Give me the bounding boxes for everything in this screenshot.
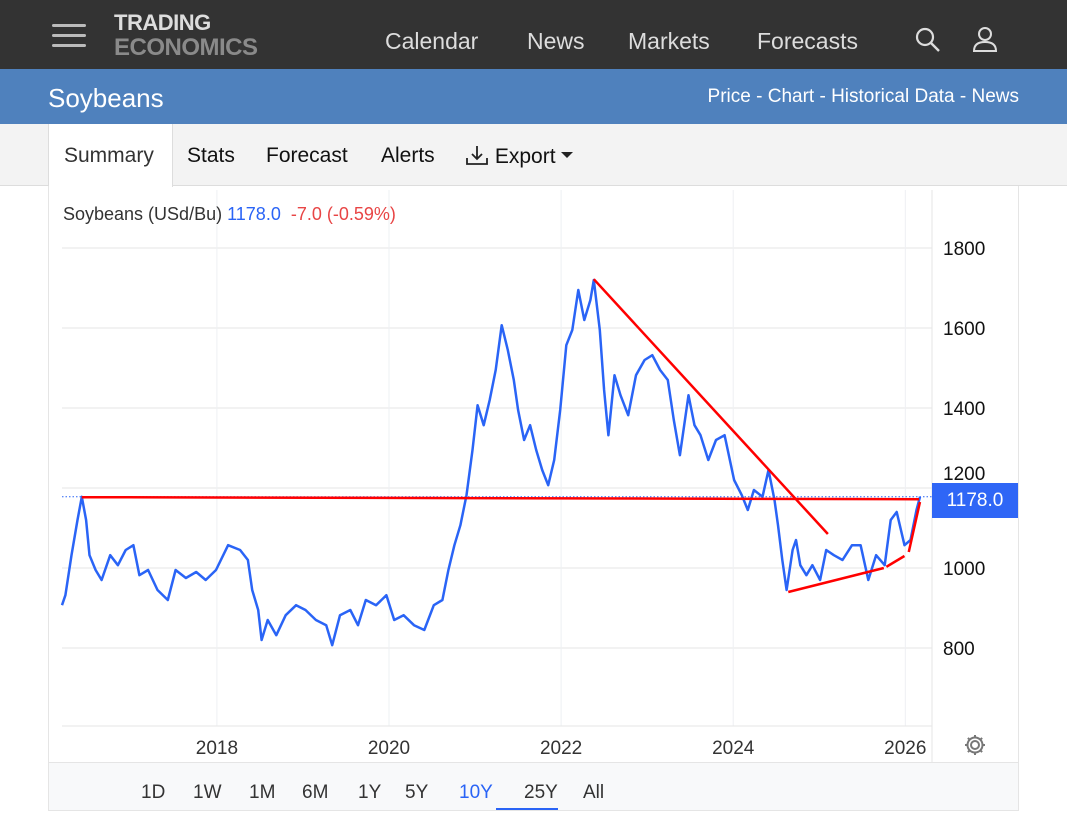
trendline — [81, 495, 920, 501]
header-sublinks[interactable]: Price - Chart - Historical Data - News — [707, 86, 1019, 107]
chart-container — [48, 186, 1019, 811]
menu-icon[interactable] — [52, 24, 86, 48]
nav-calendar[interactable]: Calendar — [385, 28, 479, 54]
range-6m[interactable]: 6M — [302, 782, 329, 803]
y-tick-label: 800 — [943, 639, 975, 660]
x-tick-label: 2022 — [540, 738, 582, 759]
trendline — [885, 554, 906, 568]
y-tick-label: 1400 — [943, 399, 985, 420]
page-title: Soybeans — [48, 83, 164, 113]
logo-line1: TRADING — [114, 10, 211, 35]
price-series-line — [60, 278, 922, 647]
trendline — [907, 501, 922, 553]
range-selector: 1D 1W 1M 6M 1Y 5Y 10Y 25Y All — [49, 762, 1018, 810]
nav-news[interactable]: News — [527, 28, 585, 54]
range-5y[interactable]: 5Y — [405, 782, 429, 803]
range-1d[interactable]: 1D — [141, 782, 166, 803]
legend-name: Soybeans (USd/Bu) — [63, 204, 223, 224]
logo[interactable]: TRADING ECONOMICS — [114, 11, 258, 61]
range-1w[interactable]: 1W — [193, 782, 222, 803]
range-25y[interactable]: 25Y — [524, 782, 558, 803]
nav-forecasts[interactable]: Forecasts — [757, 28, 858, 54]
search-icon[interactable] — [915, 27, 941, 53]
top-navigation: TRADING ECONOMICS Calendar News Markets F… — [0, 0, 1067, 69]
tab-alerts[interactable]: Alerts — [381, 144, 435, 167]
range-all[interactable]: All — [583, 782, 605, 803]
tab-summary-label: Summary — [64, 144, 154, 167]
chart-legend: Soybeans (USd/Bu) 1178.0 -7.0 (-0.59%) — [63, 204, 396, 225]
last-price-label: 1178.0 — [932, 483, 1018, 518]
trendline — [592, 278, 829, 535]
logo-line2: ECONOMICS — [114, 34, 258, 61]
active-range-underline — [496, 808, 558, 810]
caret-down-icon — [561, 152, 574, 158]
y-tick-label: 1600 — [943, 319, 985, 340]
y-tick-label: 1000 — [943, 559, 985, 580]
download-icon — [466, 146, 488, 165]
tab-summary[interactable]: Summary — [48, 124, 173, 187]
x-tick-label: 2026 — [884, 738, 926, 759]
trendline — [787, 566, 885, 594]
range-1m[interactable]: 1M — [249, 782, 276, 803]
nav-markets[interactable]: Markets — [628, 28, 710, 54]
tab-stats[interactable]: Stats — [187, 144, 235, 167]
x-tick-label: 2024 — [712, 738, 755, 759]
gear-icon[interactable] — [963, 733, 987, 757]
x-tick-label: 2018 — [196, 738, 238, 759]
range-10y[interactable]: 10Y — [459, 782, 493, 803]
tab-forecast[interactable]: Forecast — [266, 144, 348, 167]
export-button[interactable]: Export — [465, 144, 574, 169]
x-tick-label: 2020 — [368, 738, 410, 759]
tab-bar: Summary Stats Forecast Alerts Export — [0, 124, 1067, 187]
export-label: Export — [494, 145, 556, 168]
y-tick-label: 1800 — [943, 239, 985, 260]
user-icon[interactable] — [972, 26, 998, 52]
instrument-header — [0, 69, 1067, 124]
legend-change: -7.0 (-0.59%) — [290, 204, 396, 224]
y-tick-label: 1200 — [943, 464, 985, 485]
legend-value: 1178.0 — [227, 204, 281, 224]
range-1y[interactable]: 1Y — [358, 782, 382, 803]
